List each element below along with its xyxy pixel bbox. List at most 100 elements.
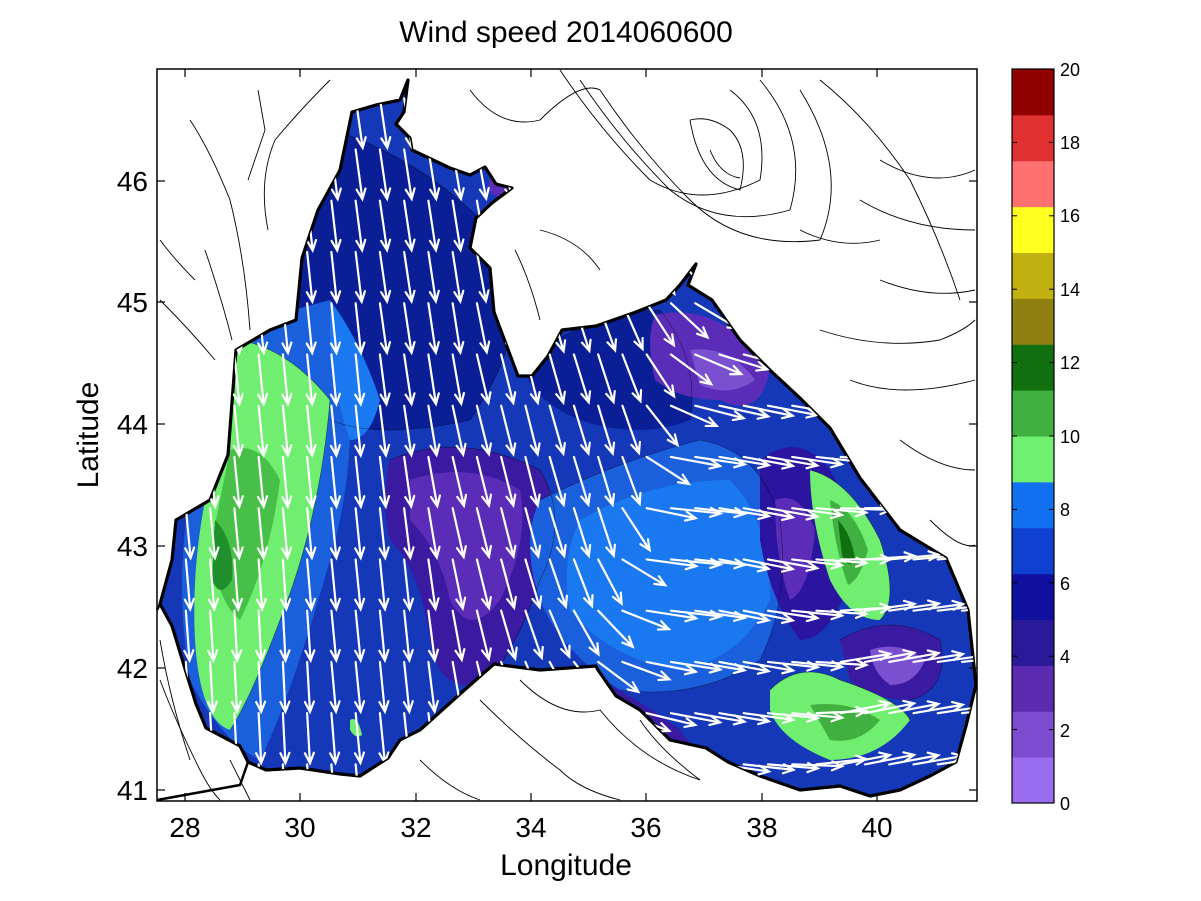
wind-arrow (279, 660, 291, 715)
wind-arrow (281, 404, 293, 459)
wind-arrow (281, 455, 293, 510)
wind-arrow (305, 507, 317, 561)
wind-arrow (451, 507, 467, 560)
wind-arrow (279, 712, 291, 766)
wind-arrow (378, 97, 392, 151)
wind-arrow (791, 507, 845, 520)
wind-arrow (329, 353, 341, 407)
colorbar-swatch (1012, 390, 1054, 437)
wind-arrow (669, 353, 714, 386)
wind-arrow (303, 660, 316, 715)
wind-arrow (279, 609, 291, 664)
wind-arrow (329, 302, 341, 356)
wind-arrow (621, 455, 642, 507)
wind-arrow (230, 660, 243, 715)
wind-arrow (403, 250, 416, 305)
wind-arrow (402, 609, 414, 664)
wind-arrow (451, 199, 465, 253)
wind-arrow (305, 250, 317, 305)
wind-arrow (524, 558, 543, 610)
wind-arrow (572, 353, 592, 405)
colorbar-swatch (1012, 481, 1054, 529)
wind-arrow (281, 353, 293, 407)
wind-arrow (669, 455, 723, 470)
wind-arrow (597, 353, 616, 405)
wind-arrow (548, 455, 567, 508)
colorbar-tick-label: 12 (1060, 353, 1080, 373)
wind-arrow (548, 558, 568, 610)
wind-arrow (936, 600, 976, 612)
wind-arrow (524, 507, 542, 560)
colorbar-swatch (1012, 298, 1054, 345)
wind-arrow (621, 558, 668, 587)
wind-arrow (378, 660, 390, 715)
wind-arrow (232, 455, 244, 510)
wind-arrow (742, 558, 796, 573)
wind-arrow (742, 609, 796, 624)
colorbar-swatches (1012, 69, 1054, 804)
wind-arrow (427, 455, 442, 509)
wind-arrow (329, 404, 341, 459)
wind-arrow (427, 353, 440, 407)
colorbar-swatch (1012, 206, 1054, 253)
wind-arrow (403, 353, 416, 407)
wind-arrow (475, 353, 492, 406)
wind-arrow (451, 302, 465, 356)
wind-arrow (354, 507, 366, 561)
wind-arrow (378, 353, 391, 407)
wind-arrow (257, 455, 269, 510)
wind-arrow (815, 658, 870, 670)
wind-arrow (427, 404, 441, 458)
wind-arrow (475, 609, 492, 662)
y-tick-label: 44 (117, 409, 148, 440)
wind-arrow (597, 660, 641, 694)
wind-arrow (597, 404, 616, 457)
wind-arrow (255, 558, 267, 613)
wind-arrow (960, 651, 976, 664)
wind-arrow (839, 699, 893, 715)
wind-arrow (572, 455, 591, 508)
wind-arrow (524, 609, 544, 661)
y-tick-label: 43 (117, 531, 148, 562)
wind-arrow (645, 302, 676, 348)
colorbar-tick-label: 2 (1060, 721, 1070, 741)
wind-arrow (232, 353, 244, 407)
wind-arrow (597, 558, 623, 607)
x-tick-label: 36 (630, 812, 661, 843)
wind-arrow (183, 558, 195, 612)
wind-arrow (500, 404, 517, 457)
wind-arrow (183, 609, 195, 664)
colorbar-swatch (1012, 114, 1054, 162)
wind-arrow (500, 455, 517, 509)
wind-arrow (329, 507, 341, 561)
wind-arrow (621, 404, 641, 456)
wind-arrow (718, 404, 771, 420)
wind-arrow (645, 353, 676, 399)
wind-arrow (839, 751, 893, 766)
wind-arrow (718, 660, 772, 675)
wind-arrow (500, 558, 517, 611)
wind-arrow (475, 404, 492, 457)
wind-arrow (231, 609, 243, 664)
wind-arrow (597, 507, 616, 559)
wind-arrow (451, 404, 467, 458)
wind-arrow (548, 353, 566, 406)
colorbar-tick-label: 10 (1060, 427, 1080, 447)
wind-arrow (888, 700, 942, 715)
y-axis-label: Latitude (72, 382, 105, 489)
colorbar-tick-label: 20 (1060, 60, 1080, 80)
wind-arrow (304, 609, 316, 664)
wind-arrow (863, 699, 917, 715)
wind-arrow (427, 609, 440, 663)
wind-arrow (354, 455, 366, 510)
wind-arrow (718, 353, 770, 372)
x-tick-label: 34 (515, 812, 546, 843)
colorbar-tick-label: 0 (1060, 794, 1070, 814)
y-tick-label: 45 (117, 287, 148, 318)
wind-arrow (354, 148, 367, 202)
wind-arrow (475, 455, 493, 509)
wind-arrow (791, 455, 845, 469)
wind-arrow (475, 558, 492, 611)
wind-arrow (330, 250, 342, 305)
